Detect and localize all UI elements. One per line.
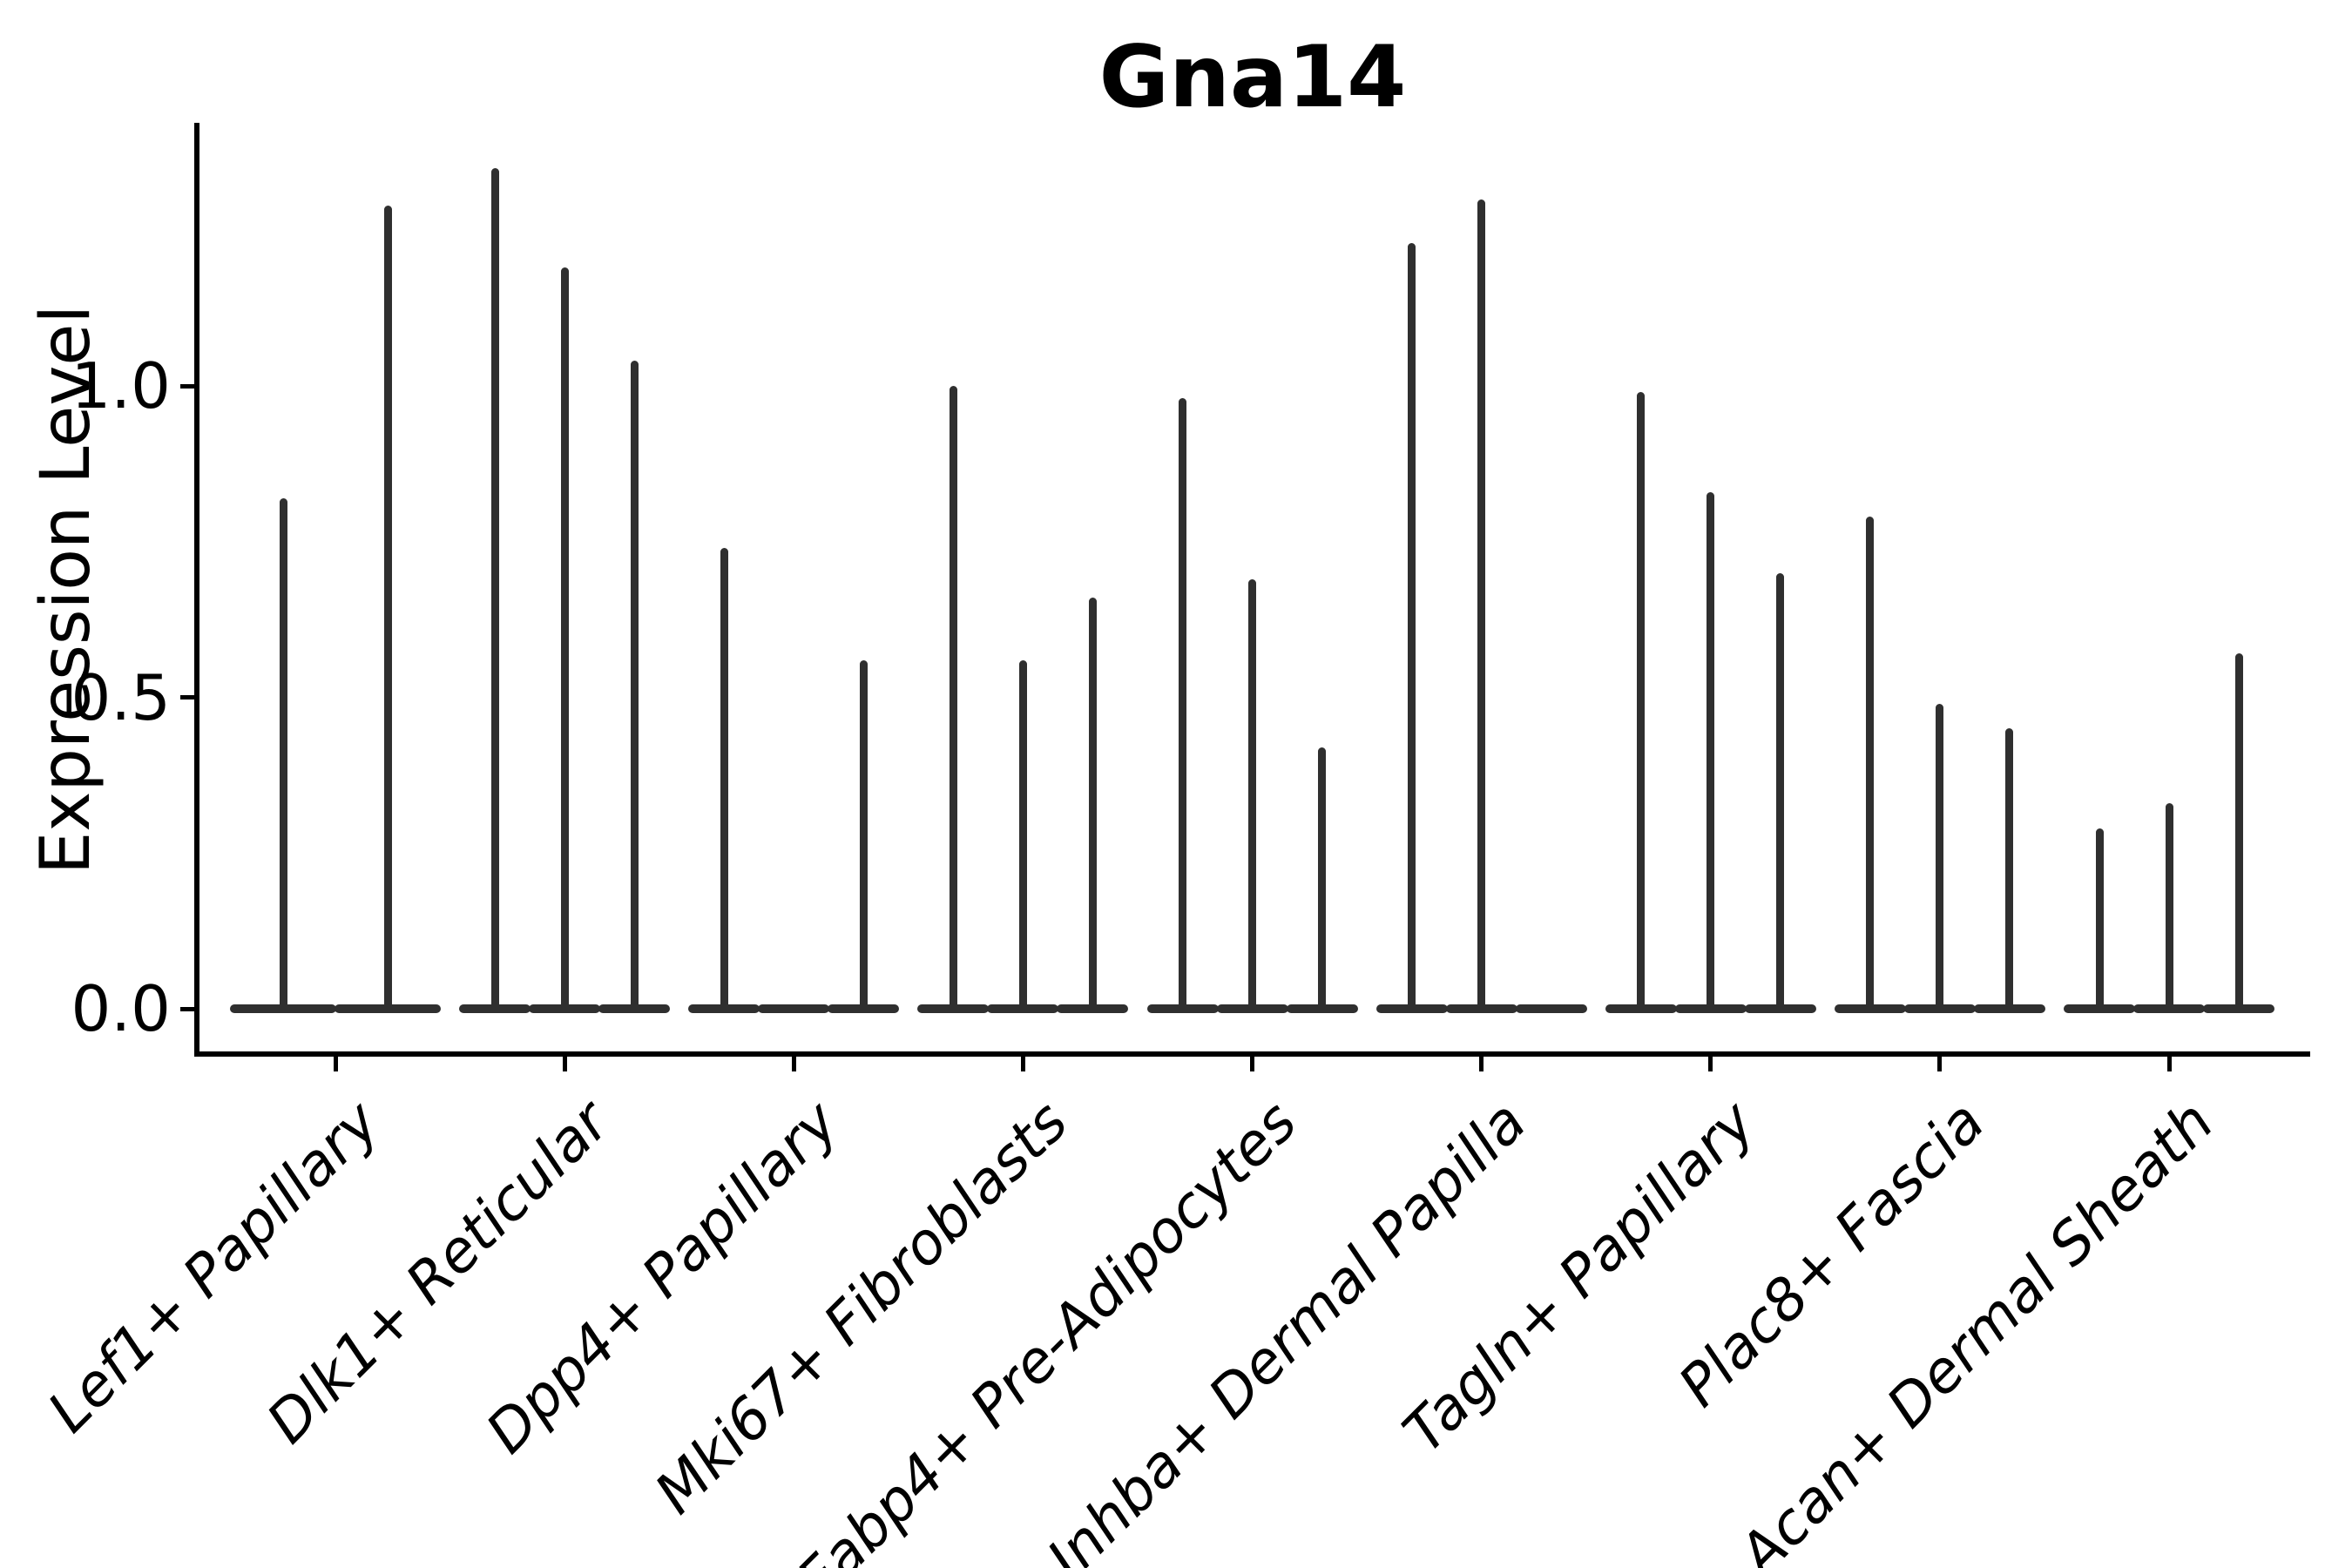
violin-spike — [560, 267, 569, 1009]
violin-spike — [2005, 728, 2014, 1009]
violin-base — [917, 1004, 990, 1013]
x-tick-mark — [1020, 1054, 1025, 1071]
violin-base — [1515, 1004, 1587, 1013]
violin-base — [688, 1004, 760, 1013]
y-tick-mark — [180, 383, 194, 389]
violin-base — [1605, 1004, 1677, 1013]
violin-spike — [1318, 747, 1326, 1009]
violin-base — [1674, 1004, 1747, 1013]
violin-base — [1744, 1004, 1816, 1013]
violin-spike — [1776, 572, 1785, 1009]
x-tick-mark — [1250, 1054, 1254, 1071]
x-tick-mark — [791, 1054, 796, 1071]
y-tick-label: 0.5 — [71, 660, 171, 734]
y-axis-spine — [194, 123, 199, 1057]
violin-spike — [2234, 653, 2243, 1009]
y-tick-label: 0.0 — [71, 972, 171, 1045]
violin-base — [758, 1004, 830, 1013]
violin-spike — [949, 386, 957, 1009]
x-tick-mark — [1708, 1054, 1713, 1071]
violin-spike — [1637, 392, 1646, 1009]
y-tick-mark — [180, 695, 194, 700]
violin-base — [1834, 1004, 1906, 1013]
y-tick-label: 1.0 — [71, 349, 171, 422]
violin-base — [1286, 1004, 1358, 1013]
violin-spike — [2165, 803, 2173, 1009]
violin-spike — [720, 547, 728, 1009]
violin-spike — [490, 167, 499, 1009]
violin-base — [1146, 1004, 1219, 1013]
violin-spike — [383, 205, 392, 1009]
violin-base — [529, 1004, 601, 1013]
x-tick-mark — [1479, 1054, 1484, 1071]
violin-base — [1375, 1004, 1448, 1013]
violin-spike — [1179, 398, 1186, 1009]
violin-spike — [1088, 598, 1097, 1009]
violin-spike — [279, 497, 287, 1009]
violin-spike — [1248, 578, 1256, 1009]
violin-spike — [630, 361, 639, 1009]
x-tick-mark — [562, 1054, 567, 1071]
violin-base — [335, 1004, 441, 1013]
violin-base — [1057, 1004, 1129, 1013]
violin-base — [230, 1004, 336, 1013]
violin-base — [459, 1004, 531, 1013]
violin-base — [1973, 1004, 2045, 1013]
violin-base — [828, 1004, 900, 1013]
violin-base — [1216, 1004, 1288, 1013]
violin-spike — [1936, 703, 1944, 1009]
violin-base — [2064, 1004, 2135, 1013]
violin-base — [2203, 1004, 2274, 1013]
violin-spike — [2095, 828, 2104, 1009]
plot-title: Gna14 — [1098, 28, 1407, 127]
violin-spike — [859, 659, 868, 1009]
violin-base — [987, 1004, 1059, 1013]
violin-spike — [1018, 659, 1027, 1009]
violin-base — [2133, 1004, 2205, 1013]
violin-spike — [1707, 491, 1715, 1009]
y-tick-mark — [180, 1006, 194, 1011]
violin-spike — [1477, 199, 1486, 1009]
x-tick-mark — [333, 1054, 338, 1071]
x-tick-mark — [2166, 1054, 2172, 1071]
violin-spike — [1866, 517, 1875, 1009]
x-tick-mark — [1937, 1054, 1943, 1071]
violin-base — [1445, 1004, 1517, 1013]
violin-base — [1903, 1004, 1976, 1013]
x-tick-label: Mki67+ Fibroblasts — [641, 1088, 1080, 1527]
violin-base — [598, 1004, 671, 1013]
violin-spike — [1408, 242, 1416, 1009]
